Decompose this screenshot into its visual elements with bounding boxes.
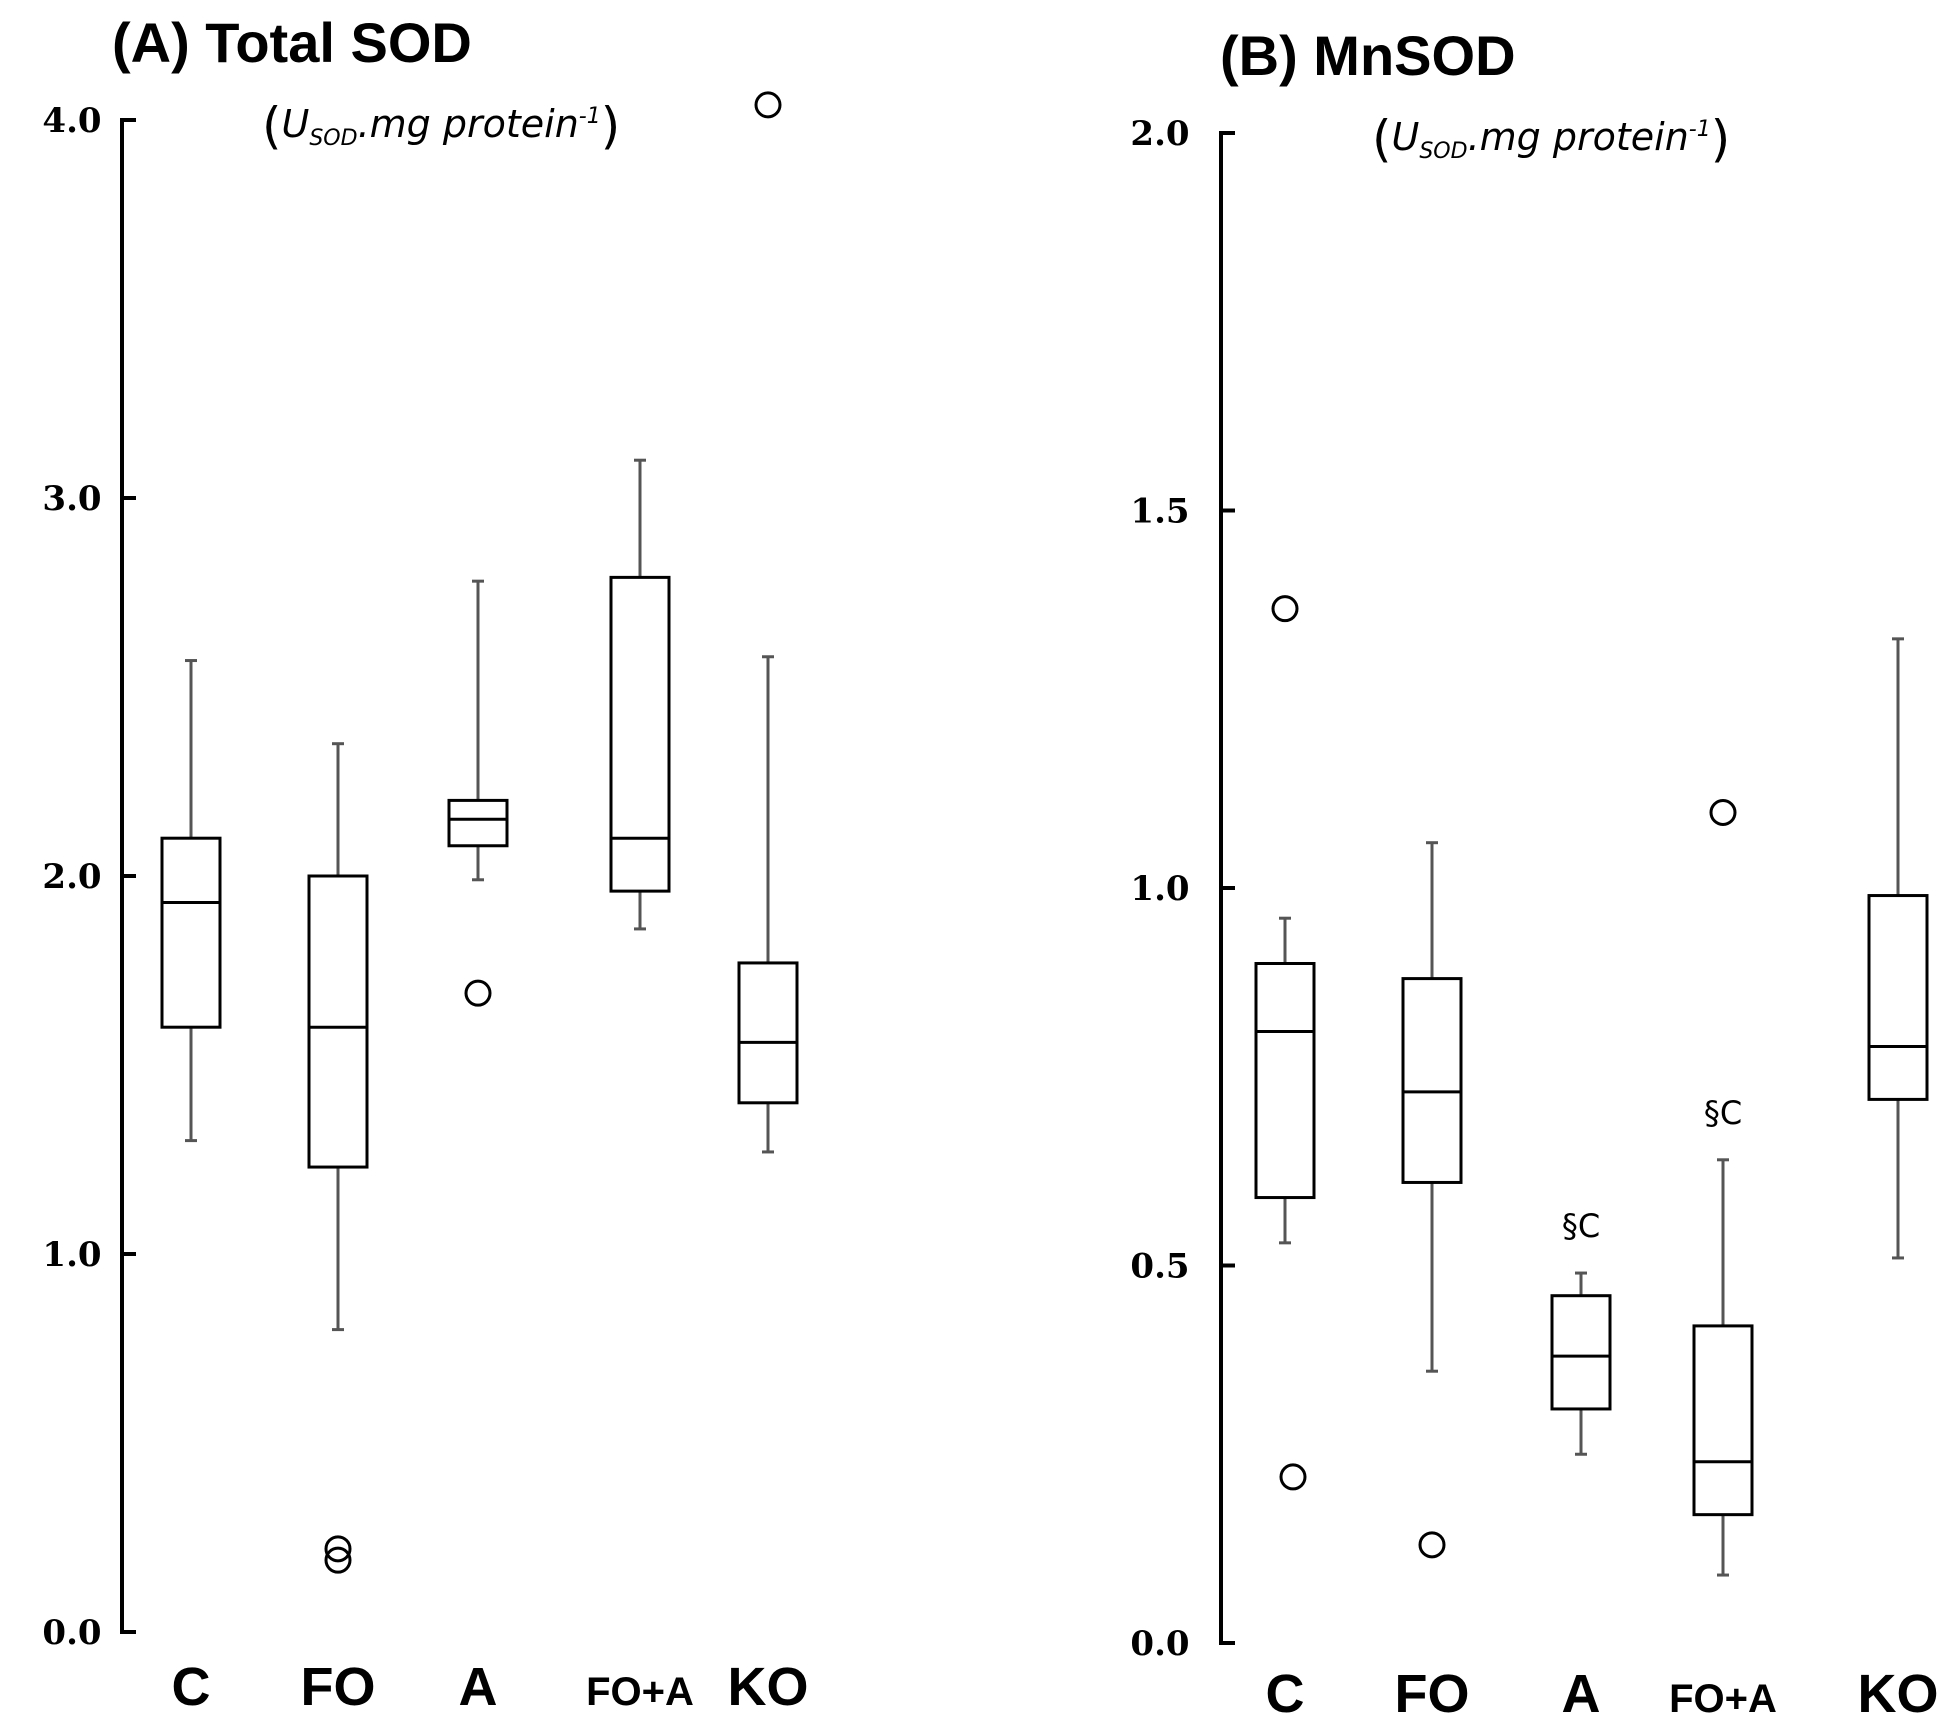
chart-title: (A) Total SOD <box>112 11 472 74</box>
y-tick-label: 3.0 <box>42 479 101 519</box>
chart-title: (B) MnSOD <box>1220 24 1516 87</box>
y-tick-label: 0.5 <box>1130 1247 1189 1287</box>
outlier-point <box>754 91 782 119</box>
panel-b-mnsod: (B) MnSOD (USOD.mg protein-1) 0.0 0.5 1.0 1.5… <box>1130 24 1938 1724</box>
box-c <box>1254 595 1316 1491</box>
y-tick-label: 0.0 <box>1130 1624 1189 1664</box>
x-category-label: KO <box>1858 1664 1939 1724</box>
outlier-point <box>324 1535 352 1563</box>
y-tick-label: 0.0 <box>42 1613 101 1653</box>
iqr-box <box>1401 977 1463 1184</box>
outlier-point <box>1271 595 1299 623</box>
y-tick-label: 1.0 <box>42 1235 101 1275</box>
y-tick-label: 1.5 <box>1130 492 1189 532</box>
box-fo-a <box>609 458 671 931</box>
iqr-box <box>307 874 369 1169</box>
iqr-box <box>160 836 222 1029</box>
box-fo <box>307 742 369 1574</box>
units-label: (USOD.mg protein-1) <box>262 97 620 155</box>
outlier-point <box>1418 1531 1446 1559</box>
panel-a-total-sod: (A) Total SOD (USOD.mg protein-1) 0.0 1.0 2.… <box>42 11 808 1717</box>
iqr-box <box>1550 1294 1612 1411</box>
y-tick-label: 4.0 <box>42 101 101 141</box>
significance-label: §C <box>1562 1207 1600 1245</box>
iqr-box <box>737 961 799 1105</box>
x-category-label: C <box>172 1657 211 1717</box>
y-tick-label: 1.0 <box>1130 869 1189 909</box>
x-category-label: FO <box>1395 1664 1470 1724</box>
x-category-label: C <box>1266 1664 1305 1724</box>
box-a: §C <box>1550 1207 1612 1456</box>
box-fo-a: §C <box>1692 799 1754 1577</box>
x-category-label: FO+A <box>586 1670 694 1714</box>
iqr-box <box>1692 1324 1754 1517</box>
outlier-point <box>1709 799 1737 826</box>
x-category-label: A <box>459 1657 498 1717</box>
y-tick-label: 2.0 <box>1130 114 1189 154</box>
x-category-label: A <box>1562 1664 1601 1724</box>
y-tick-label: 2.0 <box>42 857 101 897</box>
box-a <box>447 579 509 1007</box>
outlier-point <box>324 1546 352 1574</box>
x-category-label: FO <box>301 1657 376 1717</box>
box-c <box>160 659 222 1143</box>
iqr-box <box>1867 894 1929 1101</box>
x-category-label: FO+A <box>1669 1677 1777 1721</box>
units-label: (USOD.mg protein-1) <box>1372 110 1730 168</box>
iqr-box <box>447 798 509 848</box>
x-category-label: KO <box>728 1657 809 1717</box>
outlier-point <box>464 979 492 1007</box>
significance-label: §C <box>1704 1094 1742 1132</box>
iqr-box <box>609 575 671 893</box>
box-ko <box>737 91 799 1154</box>
iqr-box <box>1254 962 1316 1200</box>
box-fo <box>1401 841 1463 1559</box>
outlier-point <box>1279 1463 1307 1491</box>
box-ko <box>1867 637 1929 1260</box>
